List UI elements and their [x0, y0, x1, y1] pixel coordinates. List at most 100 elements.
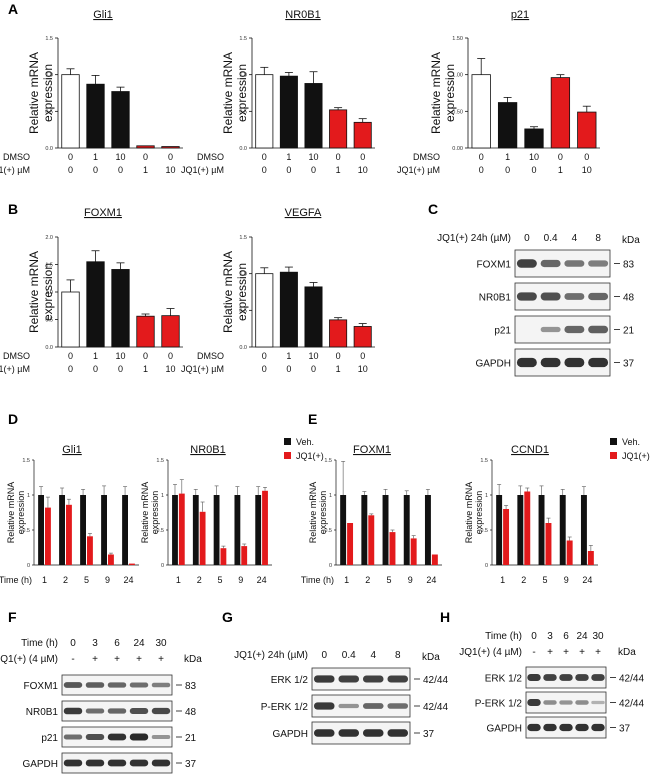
bar-veh-2h [192, 495, 199, 565]
bar-jq1-1h [178, 493, 185, 565]
row-label-dmso: DMSO [3, 351, 30, 361]
time-value: 0 [70, 638, 76, 649]
jq1-value: 0 [262, 364, 267, 374]
bar-jq1-2h [199, 511, 206, 565]
bar-veh-1h [38, 495, 44, 565]
bar-Gli1-2 [86, 83, 105, 149]
dmso-value: 1 [286, 351, 291, 361]
blot-row-label: P-ERK 1/2 [261, 702, 309, 713]
time-value: 0 [531, 631, 537, 642]
kda-value: 21 [185, 733, 197, 744]
y-tick-label: 2.0 [45, 235, 53, 241]
blot-row-label: GAPDH [22, 759, 58, 770]
blot-band [564, 357, 585, 368]
blot-header: JQ1(+) 24h (µM) [437, 233, 511, 244]
time-value: 24 [133, 638, 145, 649]
y-axis-label-E1-line2: expression [318, 491, 328, 535]
legend-label-veh: Veh. [622, 437, 640, 447]
row-label-dmso: DMSO [413, 152, 440, 162]
x-tick-label: 1 [176, 575, 181, 585]
lane-label: 4 [572, 233, 578, 244]
jq1-value: 0 [68, 364, 73, 374]
blot-band [559, 674, 573, 681]
y-tick-label: 0.5 [480, 528, 488, 534]
legend-swatch-jq1 [284, 452, 291, 459]
blot-band [63, 707, 83, 715]
y-axis-label-E2: Relative mRNA [464, 482, 474, 544]
y-tick-label: 1 [27, 493, 30, 499]
y-tick-label: 0.0 [239, 345, 247, 351]
blot-band [543, 700, 557, 705]
blot-band [151, 707, 171, 715]
y-tick-label: 1 [161, 493, 164, 499]
bar-veh-5h [80, 495, 86, 565]
blot-row-label: GAPDH [475, 359, 511, 370]
dmso-value: 0 [262, 351, 267, 361]
blot-band [564, 293, 585, 300]
time-label: Time (h) [485, 631, 522, 642]
time-value: 3 [547, 631, 553, 642]
y-axis-label-D1: Relative mRNA [6, 482, 16, 544]
jq1-value: 0 [118, 364, 123, 374]
bar-Gli1-4 [136, 145, 155, 149]
bar-jq1-9h [108, 554, 114, 565]
legend-swatch-veh [284, 438, 291, 445]
chart-title: NR0B1 [190, 444, 225, 456]
y-tick-label: 1.5 [45, 36, 53, 42]
y-tick-label: 1 [329, 493, 332, 499]
blot-band [129, 682, 149, 688]
chart-title: CCND1 [511, 444, 549, 456]
y-tick-label: 1.5 [324, 458, 332, 464]
y-axis-label-B2-line2: expression [235, 263, 249, 321]
jq1-value: 10 [165, 364, 175, 374]
dmso-value: 1 [286, 152, 291, 162]
chart-title: p21 [511, 9, 529, 21]
blot-band [564, 325, 585, 334]
blot-band [575, 723, 589, 732]
time-axis-label: Time (h) [0, 575, 32, 585]
jq1-value: 1 [143, 165, 148, 175]
dmso-value: 0 [336, 152, 341, 162]
lane-label: 0 [524, 233, 530, 244]
dmso-value: 0 [68, 351, 73, 361]
blot-band [313, 675, 335, 683]
blot-band [575, 674, 589, 681]
x-tick-label: 2 [365, 575, 370, 585]
blot-band [591, 674, 605, 681]
chart-title: FOXM1 [353, 444, 391, 456]
x-tick-label: 9 [564, 575, 569, 585]
blot-band [151, 759, 171, 767]
jq1-value: 10 [358, 165, 368, 175]
bar-jq1-9h [566, 540, 573, 565]
row-label-dmso: DMSO [197, 152, 224, 162]
bar-jq1-24h [587, 551, 594, 565]
row-label-dmso: DMSO [197, 351, 224, 361]
blot-band [588, 325, 609, 334]
bar-jq1-24h [262, 490, 268, 565]
blot-band [540, 357, 561, 368]
bar-veh-9h [234, 495, 241, 565]
bar-jq1-9h [241, 546, 248, 565]
row-label-jq1: JQ1(+) µM [181, 165, 224, 175]
kda-value: 48 [623, 293, 635, 304]
blot-band [85, 708, 105, 714]
y-tick-label: 0 [329, 563, 332, 569]
bar-jq1-24h [431, 554, 438, 565]
kda-value: 42/44 [619, 674, 644, 685]
blot-band [516, 292, 537, 301]
blot-row-label: NR0B1 [26, 707, 59, 718]
bar-p21-3 [524, 128, 544, 149]
blot-band [527, 674, 541, 681]
bar-FOXM1-1 [61, 291, 80, 348]
time-value: 30 [155, 638, 167, 649]
treatment-label: JQ1(+) (4 µM) [459, 647, 522, 658]
kda-value: 42/44 [423, 702, 448, 713]
dmso-value: 0 [168, 351, 173, 361]
blot-band [516, 259, 537, 268]
western-blot-h: Time (h) JQ1(+) (4 µM) 0 - 3 +6 +24 +30 + kDa ERK … [459, 631, 644, 739]
time-value: 30 [592, 631, 604, 642]
treatment-value: + [595, 647, 601, 658]
y-tick-label: 1.0 [45, 73, 53, 79]
blot-band [107, 708, 127, 714]
